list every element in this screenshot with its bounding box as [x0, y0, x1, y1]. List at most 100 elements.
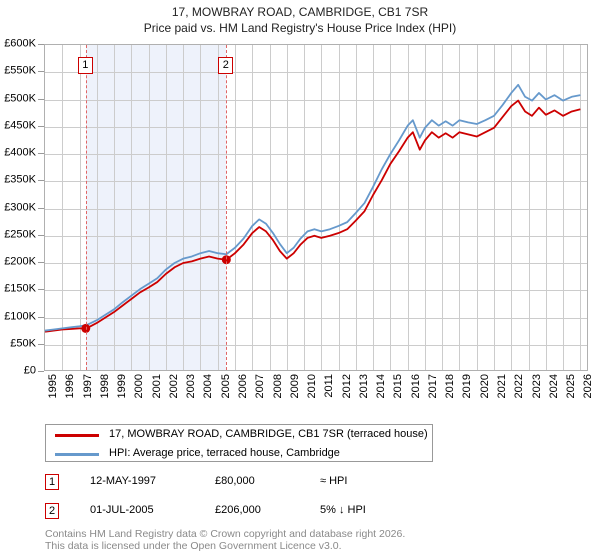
y-axis-tick: [38, 371, 44, 372]
legend-label-price-paid: 17, MOWBRAY ROAD, CAMBRIDGE, CB1 7SR (te…: [109, 428, 428, 440]
footer-licence: This data is licensed under the Open Gov…: [45, 540, 342, 552]
y-axis-tick-label: £50K: [10, 337, 36, 350]
transaction-date: 01-JUL-2005: [90, 504, 154, 516]
y-axis-tick: [38, 343, 44, 345]
y-axis-tick-label: £600K: [4, 37, 36, 50]
x-axis-tick-label: 2025: [565, 374, 578, 399]
gridline-vertical: [338, 45, 340, 370]
gridline-vertical: [217, 45, 219, 370]
gridline-vertical: [511, 45, 513, 370]
gridline-vertical: [442, 45, 444, 370]
series-line: [45, 99, 581, 333]
y-axis-tick: [38, 207, 44, 209]
annotation-marker-box[interactable]: 1: [77, 57, 93, 74]
x-axis-tick-label: 2022: [513, 374, 526, 399]
gridline-horizontal: [45, 154, 587, 155]
x-axis-tick-label: 2013: [357, 374, 370, 399]
legend-label-hpi: HPI: Average price, terraced house, Camb…: [109, 447, 340, 459]
price-series-svg: [45, 83, 581, 333]
gridline-vertical: [96, 45, 98, 370]
y-axis-tick-label: £0: [23, 364, 36, 377]
gridline-vertical: [286, 45, 288, 370]
legend-item-hpi: HPI: Average price, terraced house, Camb…: [46, 444, 432, 463]
x-axis-tick-label: 2006: [236, 374, 249, 399]
y-axis-tick-label: £150K: [4, 282, 36, 295]
y-axis-tick-label: £400K: [4, 146, 36, 159]
plot-area: [44, 44, 588, 371]
x-axis-tick-label: 2016: [409, 374, 422, 399]
x-axis-tick-label: 2020: [478, 374, 491, 399]
gridline-horizontal: [45, 263, 587, 264]
gridline-vertical: [252, 45, 254, 370]
x-axis-tick-label: 2021: [496, 374, 509, 399]
x-axis-tick-label: 2001: [150, 374, 163, 399]
gridline-vertical: [545, 45, 547, 370]
title-property-address: 17, MOWBRAY ROAD, CAMBRIDGE, CB1 7SR: [171, 5, 429, 19]
x-axis-tick-label: 2017: [426, 374, 439, 399]
gridline-vertical: [494, 45, 496, 370]
x-axis-tick-label: 1996: [64, 374, 77, 399]
y-axis-tick-label: £550K: [4, 64, 36, 77]
x-axis-tick-label: 2002: [167, 374, 180, 399]
y-axis-tick: [38, 262, 44, 263]
y-axis-tick: [38, 289, 44, 291]
x-axis-tick-label: 1999: [116, 374, 129, 399]
y-axis-tick-label: £450K: [4, 119, 36, 132]
gridline-vertical: [200, 45, 202, 370]
transaction-hpi-delta: ≈ HPI: [320, 475, 348, 487]
gridline-horizontal: [45, 126, 587, 128]
gridline-vertical: [580, 45, 582, 370]
x-axis-tick-label: 2012: [340, 374, 353, 399]
series-line: [45, 83, 581, 332]
gridline-vertical: [476, 45, 478, 370]
y-axis-tick-label: £200K: [4, 255, 36, 268]
title-subtitle: Price paid vs. HM Land Registry's House …: [143, 21, 457, 35]
x-axis-tick-label: 2004: [202, 374, 215, 399]
x-axis-tick-label: 2003: [185, 374, 198, 399]
x-axis-tick-label: 2014: [375, 374, 388, 399]
gridline-horizontal: [45, 344, 587, 346]
x-axis-tick-label: 1998: [98, 374, 111, 399]
transaction-date: 12-MAY-1997: [90, 475, 157, 487]
x-axis-tick-label: 2010: [306, 374, 319, 399]
gridline-vertical: [407, 45, 409, 370]
gridline-horizontal: [45, 99, 587, 101]
y-axis-tick-label: £100K: [4, 310, 36, 322]
legend-swatch-hpi: [55, 453, 99, 456]
gridline-vertical: [355, 45, 357, 370]
gridline-vertical: [269, 45, 271, 370]
y-axis-tick-label: £500K: [4, 92, 36, 104]
y-axis-tick: [38, 44, 44, 45]
gridline-vertical: [183, 45, 185, 370]
gridline-vertical: [131, 45, 133, 370]
footer-copyright: Contains HM Land Registry data © Crown c…: [45, 528, 406, 540]
annotation-marker-box[interactable]: 2: [218, 57, 234, 74]
y-axis-tick-label: £300K: [4, 201, 36, 213]
gridline-vertical: [563, 45, 565, 370]
legend: 17, MOWBRAY ROAD, CAMBRIDGE, CB1 7SR (te…: [45, 424, 433, 462]
x-axis-tick-label: 2019: [461, 374, 474, 399]
y-axis-tick: [38, 180, 44, 182]
y-axis-tick: [38, 98, 44, 100]
gridline-horizontal: [45, 208, 587, 210]
transaction-row: 2 01-JUL-2005 £206,000 5% ↓ HPI: [45, 503, 495, 523]
annotation-vertical-line: [226, 45, 228, 370]
transaction-price: £206,000: [215, 504, 261, 516]
y-axis-tick-label: £250K: [4, 228, 36, 241]
transaction-hpi-delta: 5% ↓ HPI: [320, 504, 366, 516]
x-axis-tick-label: 2026: [582, 374, 595, 399]
gridline-horizontal: [45, 290, 587, 292]
gridline-vertical: [234, 45, 236, 370]
transaction-number: 2: [45, 503, 59, 519]
gridline-vertical: [528, 45, 530, 370]
transaction-row: 1 12-MAY-1997 £80,000 ≈ HPI: [45, 474, 495, 494]
x-axis-tick-label: 2018: [444, 374, 457, 399]
y-axis-tick: [38, 125, 44, 127]
annotation-vertical-line: [85, 45, 87, 370]
x-axis-tick-label: 2008: [271, 374, 284, 399]
y-axis-labels: £0 £50K £100K £150K £200K £250K £300K £350K £400…: [0, 38, 44, 376]
y-axis-tick: [38, 71, 44, 73]
gridline-vertical: [321, 45, 323, 370]
x-axis-labels: 1995 1996 1997 1998 1999 2000 2001 2002 2003 2004…: [44, 374, 594, 418]
